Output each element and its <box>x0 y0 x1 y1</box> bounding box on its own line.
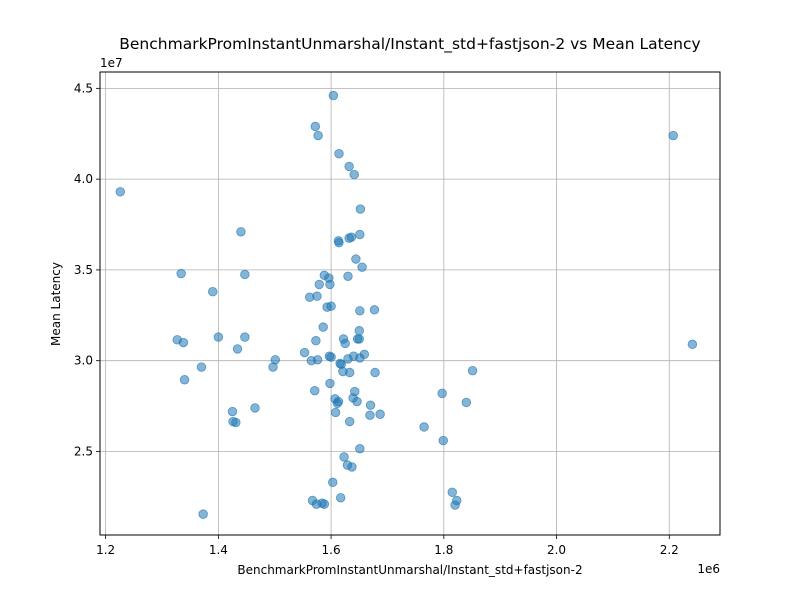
data-point <box>240 332 250 342</box>
data-point <box>335 493 346 503</box>
x-tick-label: 1.6 <box>322 543 341 557</box>
data-point <box>438 435 448 446</box>
data-point <box>317 498 327 508</box>
data-point <box>343 271 353 281</box>
y-axis-label: Mean Latency <box>49 262 63 346</box>
data-point <box>328 477 338 488</box>
plot-area-frame <box>99 71 721 536</box>
data-point <box>344 233 354 243</box>
data-point <box>318 322 328 332</box>
data-point <box>355 204 366 214</box>
data-point <box>357 262 367 272</box>
data-point <box>344 367 355 378</box>
data-point <box>349 169 359 180</box>
data-point <box>370 367 380 378</box>
data-point <box>352 396 362 407</box>
x-tick-label: 1.8 <box>434 543 453 557</box>
x-tick-label: 1.2 <box>96 543 115 557</box>
data-point <box>365 410 375 420</box>
data-point <box>322 302 332 312</box>
data-point <box>344 416 355 427</box>
data-point <box>419 422 429 432</box>
data-point <box>668 130 678 141</box>
x-tick-label: 1.4 <box>209 543 228 557</box>
data-point <box>351 254 361 264</box>
x-axis-offset-label: 1e6 <box>697 562 720 576</box>
data-point <box>369 305 380 315</box>
data-point <box>240 269 250 280</box>
data-point <box>467 365 478 376</box>
y-axis-offset-label: 1e7 <box>100 56 123 70</box>
data-point <box>196 362 207 372</box>
data-point <box>330 407 341 418</box>
data-point <box>250 403 260 413</box>
x-axis-label: BenchmarkPromInstantUnmarshal/Instant_st… <box>237 563 582 577</box>
data-point <box>306 355 317 366</box>
grid-lines <box>100 72 720 535</box>
data-point <box>231 417 241 428</box>
data-point <box>354 334 364 344</box>
data-point <box>328 90 339 101</box>
axis-ticks: 1.2 1.4 1.6 1.8 2.0 2.2 2.5 3.0 3.5 4.0 4.5 <box>74 81 679 557</box>
data-point <box>340 338 350 349</box>
y-tick-label: 4.5 <box>74 81 93 95</box>
data-point <box>347 462 357 472</box>
y-tick-label: 3.0 <box>74 354 93 368</box>
chart-title: BenchmarkPromInstantUnmarshal/Instant_st… <box>119 35 700 54</box>
data-point <box>334 149 344 159</box>
data-point <box>437 388 447 399</box>
x-tick-label: 2.0 <box>547 543 566 557</box>
data-point <box>213 332 224 342</box>
data-point <box>354 326 364 336</box>
data-point <box>236 227 246 237</box>
data-points <box>115 90 698 519</box>
data-point <box>447 487 457 498</box>
data-point <box>310 121 321 132</box>
data-point <box>461 397 472 408</box>
data-point <box>334 237 344 248</box>
data-point <box>355 229 365 240</box>
data-point <box>311 336 321 346</box>
data-point <box>355 353 365 363</box>
data-point <box>198 509 208 519</box>
data-point <box>326 352 336 362</box>
data-point <box>344 161 354 172</box>
data-point <box>179 375 190 385</box>
data-point <box>314 279 324 290</box>
data-point <box>115 187 125 197</box>
data-point <box>355 444 365 454</box>
data-point <box>325 279 335 290</box>
data-point <box>313 130 323 141</box>
y-tick-label: 4.0 <box>74 172 93 186</box>
data-point <box>232 344 243 354</box>
data-point <box>310 385 320 396</box>
x-tick-label: 2.2 <box>660 543 679 557</box>
data-point <box>365 400 376 410</box>
data-point <box>450 500 460 510</box>
data-point <box>343 354 353 364</box>
data-point <box>208 286 218 297</box>
y-tick-label: 3.5 <box>74 263 93 277</box>
data-point <box>325 378 335 389</box>
data-point <box>333 396 344 407</box>
data-point <box>227 406 238 417</box>
data-point <box>355 306 365 316</box>
data-point <box>268 362 278 372</box>
data-point <box>375 409 385 419</box>
data-point <box>178 337 189 348</box>
data-point <box>687 339 698 350</box>
data-point <box>299 347 310 358</box>
data-point <box>312 291 322 301</box>
data-point <box>339 452 349 462</box>
y-tick-label: 2.5 <box>74 444 93 458</box>
data-point <box>176 268 186 279</box>
